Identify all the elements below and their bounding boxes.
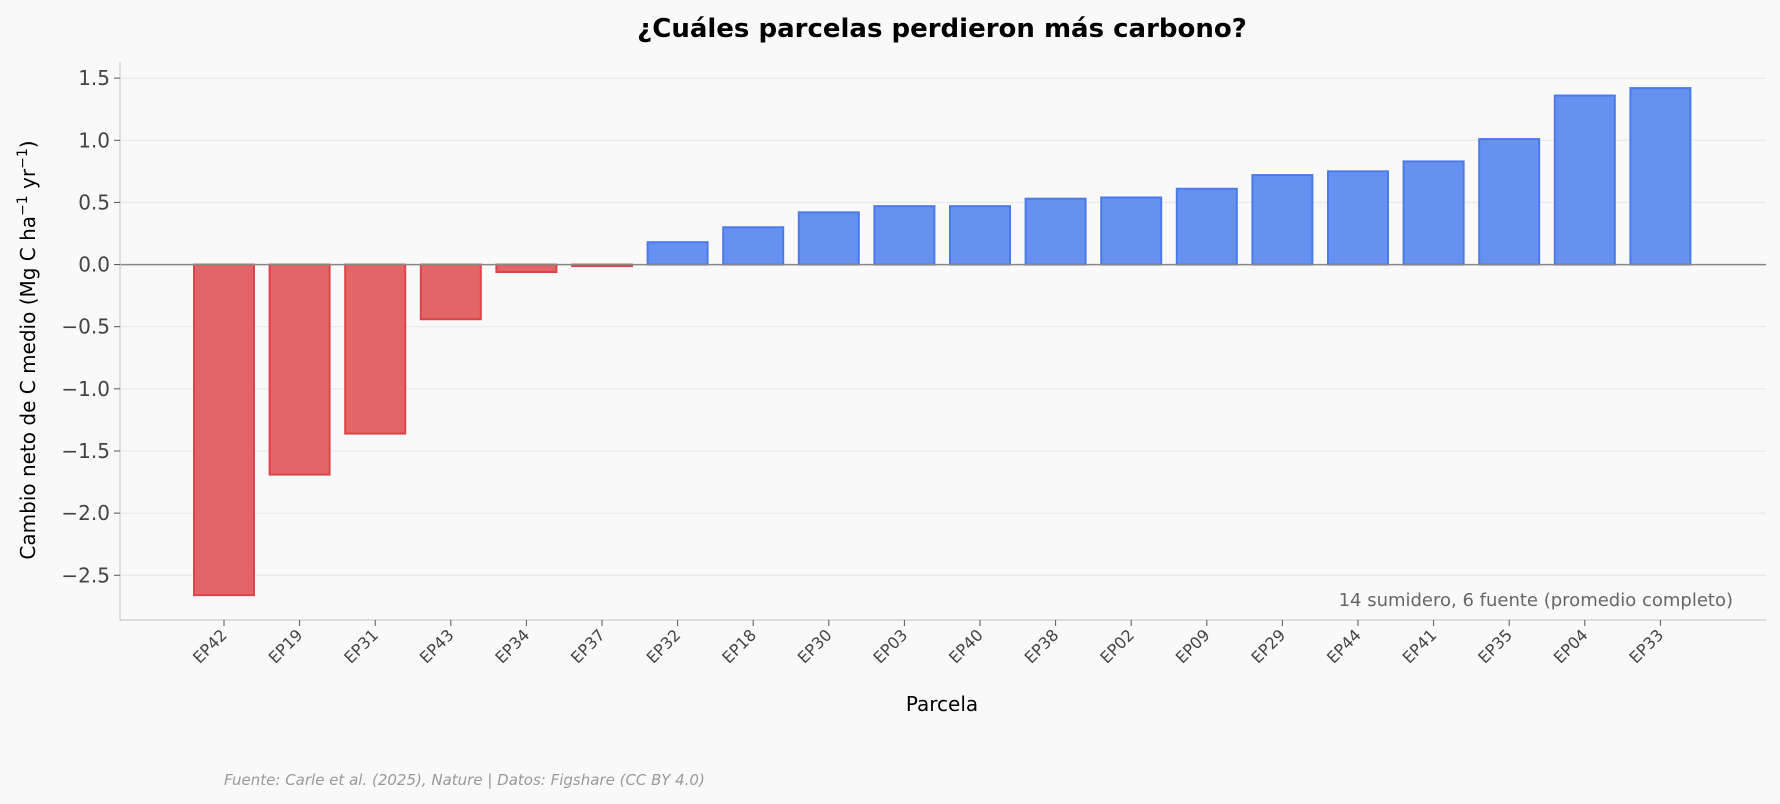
x-tick-label: EP04	[1550, 625, 1592, 667]
y-tick-label: −2.0	[61, 501, 110, 525]
bar-ep30	[797, 211, 860, 266]
bar-ep03	[873, 205, 936, 266]
x-tick-label: EP02	[1096, 625, 1138, 667]
bar-ep18	[722, 226, 785, 266]
x-axis-ticks: EP42 EP19 EP31 EP43 EP34 EP37 EP32 EP18 EP30 EP03…	[189, 620, 1667, 667]
bar-ep43	[419, 263, 482, 321]
x-tick-label: EP32	[643, 625, 685, 667]
bar-ep42	[193, 263, 255, 597]
bar-ep32	[646, 241, 709, 266]
x-tick-label: EP29	[1247, 625, 1289, 667]
axes	[119, 62, 1766, 621]
y-tick-label: −2.5	[61, 563, 110, 587]
summary-annotation: 14 sumidero, 6 fuente (promedio completo…	[1339, 590, 1733, 611]
y-tick-label: −1.0	[61, 377, 110, 401]
x-tick-label: EP37	[567, 625, 609, 667]
x-axis-label: Parcela	[906, 692, 978, 716]
x-tick-label: EP38	[1021, 625, 1063, 667]
y-tick-label: 0.0	[78, 253, 110, 277]
bar-ep19	[268, 263, 331, 476]
x-tick-label: EP18	[718, 625, 760, 667]
x-tick-label: EP31	[340, 625, 382, 667]
y-tick-label: −1.5	[61, 439, 110, 463]
x-tick-label: EP34	[491, 625, 533, 667]
bars-group	[193, 87, 1692, 597]
source-note: Fuente: Carle et al. (2025), Nature | Da…	[224, 771, 705, 789]
x-tick-label: EP19	[265, 625, 307, 667]
x-tick-label: EP09	[1172, 625, 1214, 667]
bar-ep34	[495, 263, 558, 274]
bar-ep31	[344, 263, 407, 435]
bar-ep09	[1175, 187, 1238, 266]
x-tick-label: EP03	[869, 625, 911, 667]
y-tick-label: 0.5	[78, 190, 110, 214]
y-tick-label: 1.5	[78, 66, 110, 90]
y-axis-ticks: 1.5 1.0 0.5 0.0 −0.5 −1.0 −1.5 −2.0 −2.5	[61, 66, 120, 587]
bar-ep40	[949, 205, 1011, 266]
bar-ep35	[1478, 138, 1541, 266]
x-tick-label: EP33	[1625, 625, 1667, 667]
bar-ep02	[1100, 196, 1163, 266]
bar-ep29	[1251, 174, 1314, 266]
x-tick-label: EP42	[189, 625, 231, 667]
x-tick-label: EP41	[1399, 625, 1441, 667]
x-tick-label: EP44	[1323, 625, 1365, 667]
y-axis-label: Cambio neto de C medio (Mg C ha−1 yr−1)	[15, 140, 40, 559]
x-tick-label: EP35	[1474, 625, 1516, 667]
x-tick-label: EP30	[794, 625, 836, 667]
bar-ep38	[1024, 197, 1087, 266]
bar-ep41	[1402, 160, 1465, 266]
x-tick-label: EP40	[945, 625, 987, 667]
y-tick-label: 1.0	[78, 128, 110, 152]
y-tick-label: −0.5	[61, 315, 110, 339]
bar-ep04	[1553, 94, 1616, 266]
x-tick-label: EP43	[416, 625, 458, 667]
bar-ep44	[1327, 170, 1389, 266]
chart-title: ¿Cuáles parcelas perdieron más carbono?	[637, 14, 1247, 44]
bar-ep33	[1629, 87, 1692, 266]
